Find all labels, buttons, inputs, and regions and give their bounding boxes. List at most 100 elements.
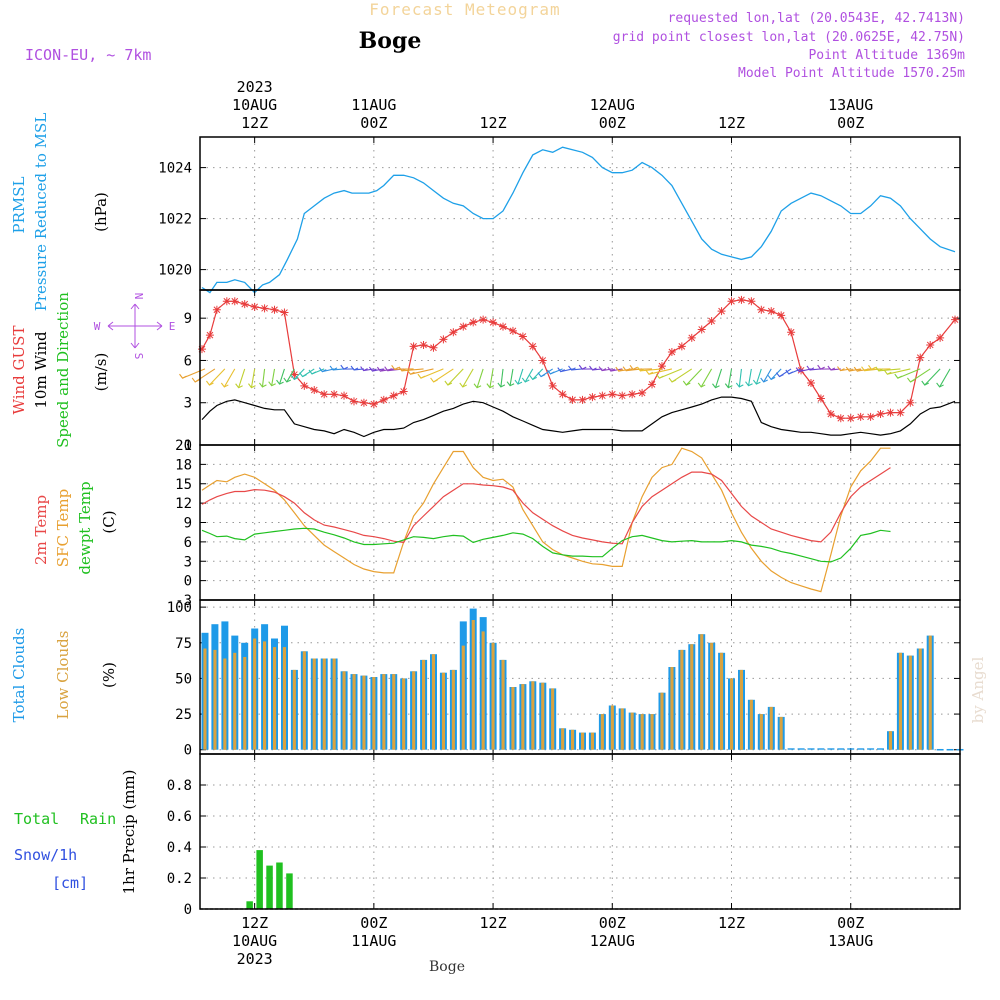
- gust-marker: [558, 390, 567, 399]
- low-cloud-bar: [928, 635, 932, 750]
- wind-arrow-head: [817, 364, 825, 370]
- low-cloud-bar: [541, 682, 545, 750]
- wind-arrow-head: [329, 365, 338, 371]
- wind-arrow: [500, 368, 504, 387]
- wind-arrow-head: [845, 366, 854, 372]
- gust-marker: [290, 370, 299, 379]
- gust-marker: [548, 381, 557, 390]
- wind-arrow-head: [598, 366, 607, 372]
- wind-arrow: [763, 368, 772, 383]
- gust-marker: [508, 326, 517, 335]
- gust-marker: [916, 353, 925, 362]
- gust-marker: [648, 380, 657, 389]
- wind-arrow-head: [853, 366, 862, 372]
- gust-marker: [936, 333, 945, 342]
- wind-arrow-head: [290, 375, 299, 381]
- low-cloud-bar: [521, 684, 525, 750]
- wind-arrow-head: [735, 382, 744, 388]
- watermark: by Angel: [969, 656, 987, 723]
- total-cloud-bar: [787, 748, 795, 750]
- wind-arrow: [878, 368, 901, 372]
- low-cloud-bar: [600, 714, 604, 750]
- product-title: Forecast Meteogram: [369, 0, 560, 19]
- wind-arrow-head: [407, 369, 415, 375]
- wind-arrow-head: [615, 366, 624, 372]
- low-cloud-bar: [670, 667, 674, 750]
- low-cloud-bar: [273, 647, 277, 750]
- location-title: Boge: [359, 28, 422, 54]
- wind-arrow-head: [806, 365, 815, 371]
- ytick-label: 75: [175, 636, 192, 652]
- ytick-label: 12: [175, 496, 192, 512]
- bottom-time-label: 00Z: [360, 914, 387, 932]
- precip-bar: [246, 901, 253, 910]
- wind-arrow-head: [589, 365, 597, 371]
- total-clouds-label: Total Clouds: [10, 628, 28, 723]
- ytick-label: 0.2: [167, 871, 192, 887]
- ytick-label: 6: [184, 353, 192, 369]
- ytick-label: 3: [184, 396, 192, 412]
- bottom-time-label: 10AUG: [232, 932, 277, 950]
- low-cloud-bar: [223, 658, 227, 750]
- low-cloud-bar: [461, 645, 465, 750]
- wind-arrow: [685, 368, 703, 386]
- gust-marker: [896, 408, 905, 417]
- gust-marker: [379, 395, 388, 404]
- ytick-label: 1024: [158, 161, 192, 177]
- panel-temperature: -3 0 3 6 9 12 15 18 21: [175, 438, 961, 609]
- wind-arrow-head: [417, 373, 426, 379]
- gust-marker: [212, 305, 221, 314]
- compass-ns-arrow: [130, 303, 140, 349]
- wind-arrow-head: [391, 364, 399, 371]
- wind-arrow-head: [308, 369, 317, 375]
- low-cloud-bar: [710, 642, 714, 750]
- gust-marker: [250, 302, 259, 311]
- gust-marker: [230, 297, 239, 306]
- wind-arrow: [462, 368, 474, 388]
- wind-arrow-head: [235, 383, 243, 389]
- low-cloud-bar: [908, 655, 912, 750]
- low-cloud-bar: [322, 658, 326, 750]
- low-cloud-bar: [630, 712, 634, 750]
- temp-2m-label: 2m Temp: [32, 495, 50, 565]
- wind-arrow: [261, 368, 266, 387]
- gust-marker: [469, 318, 478, 327]
- wind-arrow-head: [529, 375, 537, 381]
- gust-marker: [419, 340, 428, 349]
- wind-arrow-head: [340, 364, 349, 370]
- wind-arrow-head: [775, 372, 784, 378]
- low-cloud-bar: [332, 658, 336, 750]
- gust-marker: [667, 348, 676, 356]
- wind-arrow: [770, 368, 782, 380]
- gust-marker: [320, 390, 329, 399]
- wind-arrow: [809, 368, 821, 371]
- wind-arrow: [524, 368, 534, 383]
- wind-arrow-head: [629, 364, 638, 371]
- gust-marker: [578, 395, 587, 404]
- low-cloud-bar: [888, 731, 892, 750]
- compass-rose: N W E S: [94, 293, 176, 360]
- wind-direction-arrows: [179, 364, 951, 389]
- ytick-label: 6: [184, 535, 192, 551]
- ytick-label: 0: [184, 574, 192, 590]
- wind-arrow: [279, 368, 285, 385]
- gust-marker: [538, 356, 547, 365]
- total-cloud-bar: [857, 748, 865, 750]
- wind-arrow-head: [785, 369, 794, 375]
- precip-rain-label: Rain: [80, 810, 116, 828]
- low-cloud-bar: [312, 658, 316, 750]
- wind-arrow: [223, 368, 236, 388]
- panel-wind: 0 3 6 9: [179, 289, 961, 454]
- gust-marker: [310, 386, 319, 395]
- wind-arrow-head: [668, 377, 677, 383]
- low-cloud-bar: [571, 729, 575, 750]
- wind-arrow-head: [191, 377, 200, 383]
- wind-arrow-head: [360, 366, 368, 372]
- gust-marker: [429, 343, 438, 352]
- wind-unit: (m/s): [92, 353, 110, 392]
- model-point-altitude: Model Point Altitude 1570.25m: [738, 66, 965, 81]
- top-time-label: 12AUG: [590, 96, 635, 114]
- bottom-time-label: 12AUG: [590, 932, 635, 950]
- ytick-label: -3: [175, 593, 192, 609]
- grid-point-coords: grid point closest lon,lat (20.0625E, 42…: [613, 30, 965, 45]
